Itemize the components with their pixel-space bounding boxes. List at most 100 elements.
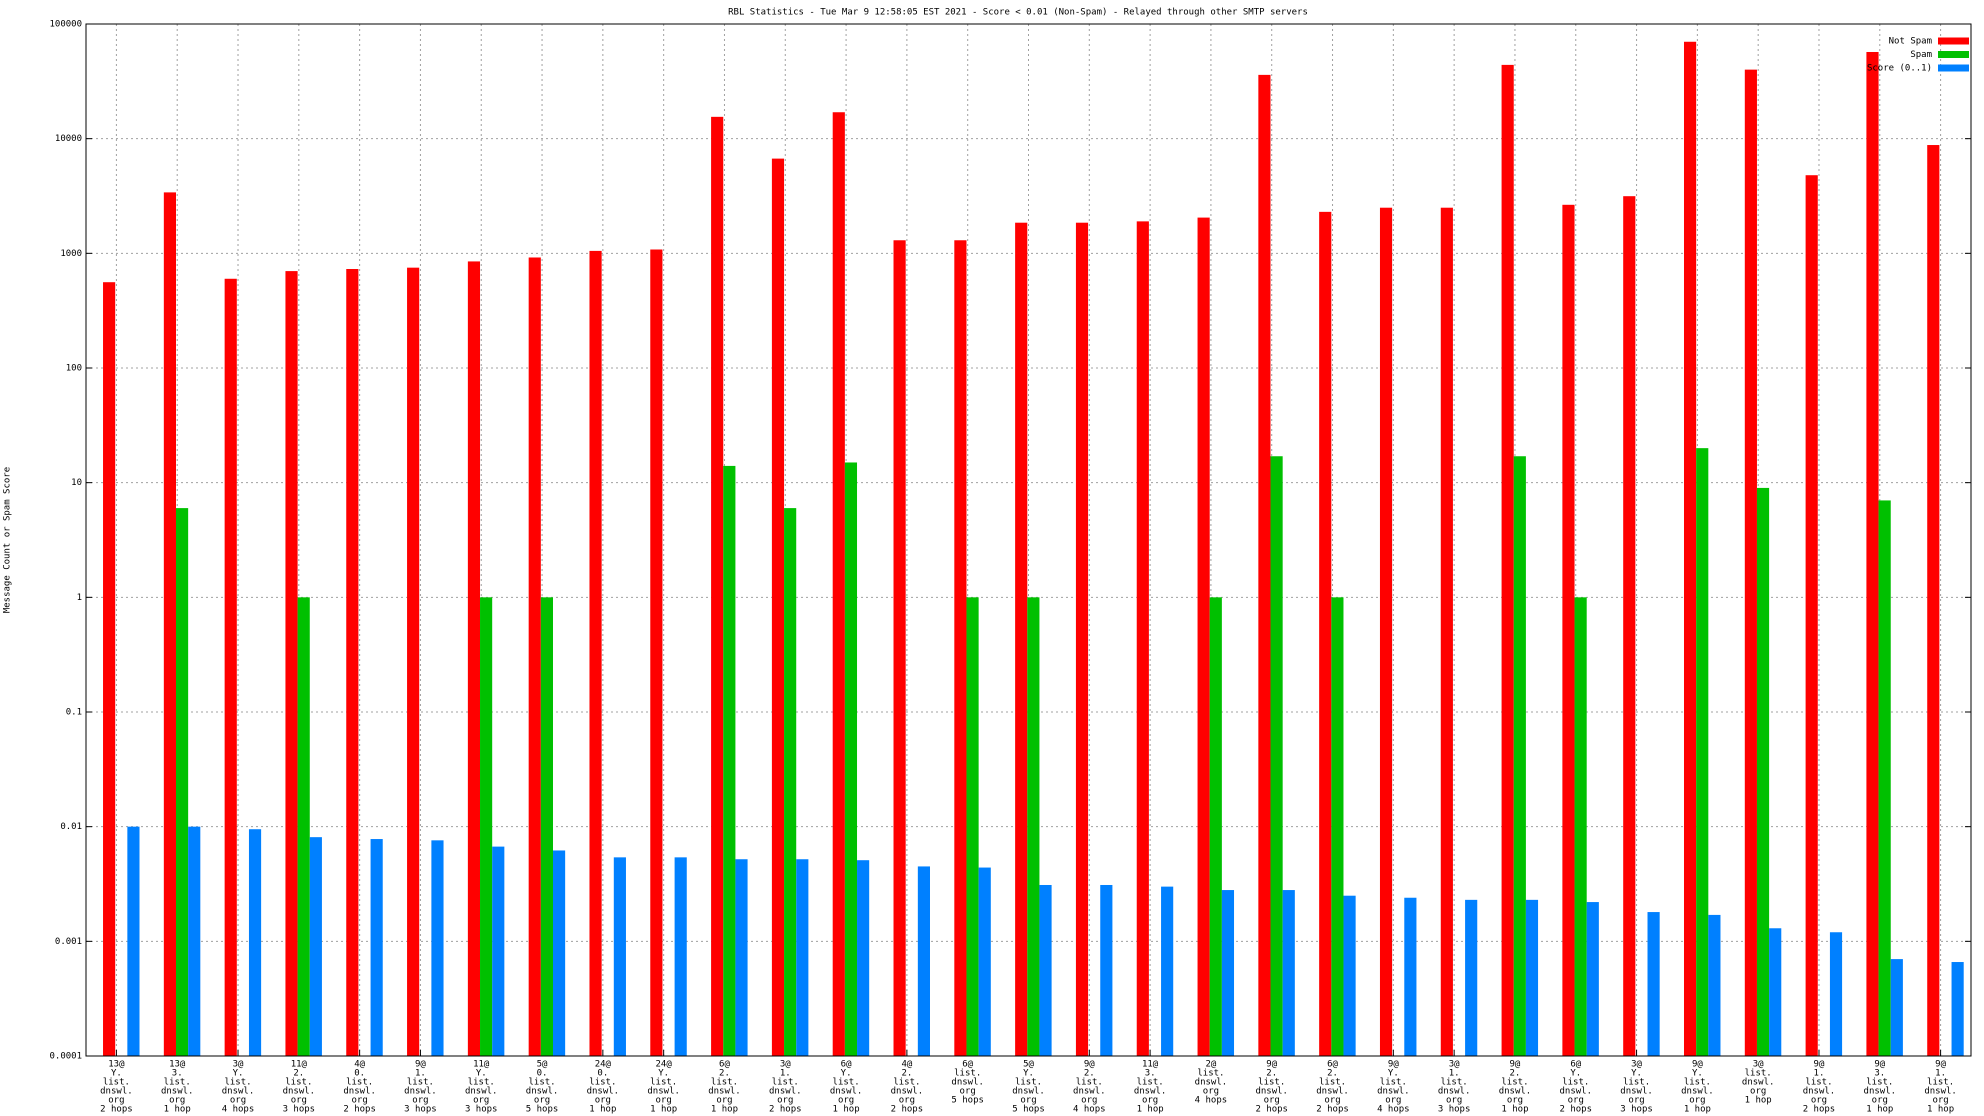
bar: [346, 269, 359, 1057]
x-tick-label: dnswl.: [1012, 1087, 1045, 1097]
plot-border: [85, 23, 1972, 1057]
x-tick-label: 2.: [719, 1069, 730, 1079]
bar: [771, 158, 785, 1056]
y-tick-label: 0.001: [55, 937, 82, 947]
y-tick-label: 100: [66, 364, 82, 374]
x-tick-label: 2.: [1510, 1069, 1521, 1079]
bar: [1805, 175, 1818, 1057]
bar: [978, 867, 991, 1056]
x-tick-label: 2.: [293, 1069, 304, 1079]
x-tick-label: org: [656, 1096, 672, 1106]
legend-swatch: [1938, 64, 1969, 72]
bar: [1756, 487, 1770, 1056]
x-tick-label: 2@: [1205, 1060, 1216, 1070]
x-tick-label: dnswl.: [587, 1087, 620, 1097]
x-tick-label: 2 hops: [1803, 1105, 1836, 1115]
x-tick-label: org: [1142, 1096, 1158, 1106]
bar: [492, 846, 505, 1056]
x-tick-label: 24@: [656, 1060, 673, 1070]
x-tick-label: list.: [1805, 1078, 1832, 1088]
x-tick-label: org: [838, 1096, 854, 1106]
x-tick-label: 3 hops: [1438, 1105, 1471, 1115]
x-tick-label: dnswl.: [1924, 1087, 1957, 1097]
bar: [163, 192, 176, 1057]
bar: [1574, 597, 1587, 1056]
x-tick-label: list.: [1380, 1078, 1407, 1088]
bar: [1586, 902, 1599, 1056]
x-tick-label: dnswl.: [404, 1087, 437, 1097]
bar: [1829, 932, 1843, 1056]
bar: [1100, 884, 1113, 1056]
bar: [1744, 69, 1757, 1057]
bar: [674, 857, 687, 1056]
bar: [1866, 51, 1879, 1056]
bar: [1282, 890, 1295, 1056]
x-tick-label: 3.: [1145, 1069, 1156, 1079]
x-tick-label: 3 hops: [465, 1105, 498, 1115]
x-tick-label: 3@: [1631, 1060, 1642, 1070]
x-tick-label: Y.: [233, 1069, 244, 1079]
x-tick-label: 1 hop: [650, 1105, 677, 1115]
x-tick-label: list.: [468, 1078, 495, 1088]
x-tick-label: dnswl.: [283, 1087, 316, 1097]
x-tick-label: 6@: [1327, 1060, 1338, 1070]
x-tick-label: 3@: [780, 1060, 791, 1070]
x-tick-label: 9@: [1814, 1060, 1825, 1070]
x-tick-label: 13@: [169, 1060, 186, 1070]
x-tick-label: dnswl.: [1255, 1087, 1288, 1097]
y-tick-label: 0.01: [60, 822, 82, 832]
x-tick-label: 1 hop: [711, 1105, 738, 1115]
x-tick-label: 6@: [841, 1060, 852, 1070]
x-tick-label: 1.: [415, 1069, 426, 1079]
x-tick-label: 9@: [1510, 1060, 1521, 1070]
bar: [175, 508, 189, 1056]
bar: [1513, 456, 1526, 1057]
x-tick-label: list.: [346, 1078, 373, 1088]
y-tick-label: 10000: [55, 134, 82, 144]
x-tick-label: org: [1568, 1096, 1584, 1106]
x-tick-label: org: [291, 1096, 307, 1106]
x-tick-label: dnswl.: [161, 1087, 194, 1097]
bar: [1647, 912, 1660, 1056]
x-tick-label: dnswl.: [1438, 1087, 1471, 1097]
x-tick-label: 5 hops: [526, 1105, 559, 1115]
x-tick-label: dnswl.: [769, 1087, 802, 1097]
bar: [1221, 890, 1235, 1056]
x-tick-label: 4@: [901, 1060, 912, 1070]
x-tick-label: 6@: [1570, 1060, 1581, 1070]
x-tick-label: 2 hops: [1316, 1105, 1349, 1115]
bar: [188, 826, 201, 1056]
x-tick-label: list.: [893, 1078, 920, 1088]
x-tick-label: org: [351, 1096, 367, 1106]
x-tick-label: 4 hops: [1377, 1105, 1410, 1115]
x-tick-label: dnswl.: [1499, 1087, 1532, 1097]
bar: [248, 829, 262, 1056]
x-tick-label: 2 hops: [1560, 1105, 1593, 1115]
x-tick-label: dnswl.: [1560, 1087, 1593, 1097]
x-tick-label: org: [1081, 1096, 1097, 1106]
bar: [1258, 74, 1271, 1056]
x-tick-label: 2.: [1084, 1069, 1095, 1079]
x-tick-label: dnswl.: [1134, 1087, 1167, 1097]
bar: [954, 240, 967, 1056]
x-tick-label: org: [1507, 1096, 1523, 1106]
x-tick-label: list.: [1866, 1078, 1893, 1088]
x-tick-label: 11@: [291, 1060, 308, 1070]
bar: [285, 271, 298, 1056]
x-tick-label: dnswl.: [1620, 1087, 1653, 1097]
bar: [370, 839, 383, 1056]
bar: [1623, 196, 1636, 1056]
x-tick-label: 11@: [1142, 1060, 1159, 1070]
x-tick-label: Y.: [1692, 1069, 1703, 1079]
x-tick-label: 1 hop: [164, 1105, 191, 1115]
x-tick-label: list.: [1684, 1078, 1711, 1088]
bar: [735, 859, 748, 1056]
x-tick-label: Y.: [1388, 1069, 1399, 1079]
x-tick-label: list.: [1076, 1078, 1103, 1088]
x-tick-label: org: [412, 1096, 428, 1106]
bar: [467, 261, 481, 1056]
x-tick-label: 9@: [1388, 1060, 1399, 1070]
bar: [1525, 899, 1539, 1056]
x-tick-label: dnswl.: [647, 1087, 680, 1097]
